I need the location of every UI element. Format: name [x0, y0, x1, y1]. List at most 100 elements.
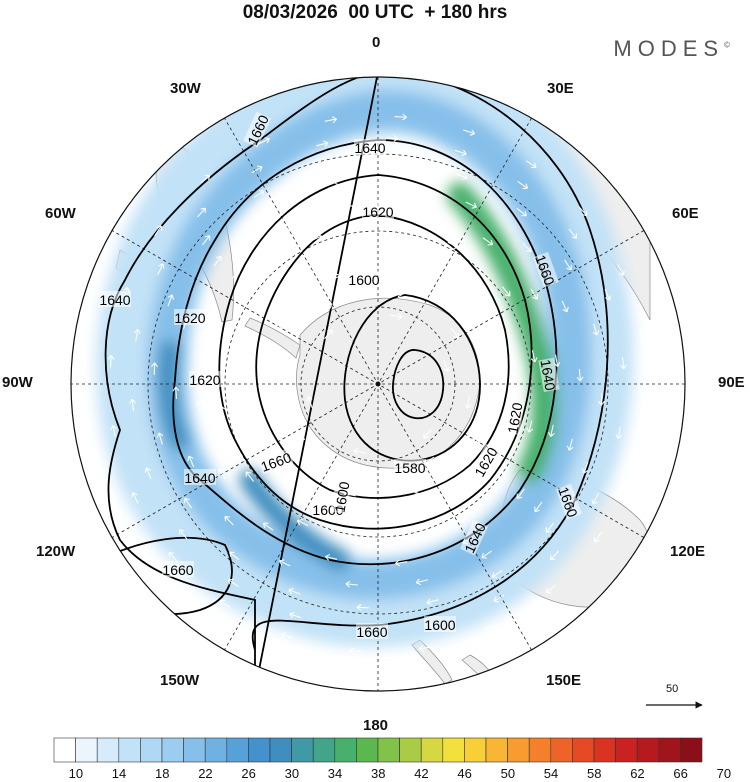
colorbar-label: 58: [587, 766, 602, 781]
wind-arrow: [387, 157, 400, 164]
colorbar-swatch: [636, 737, 660, 763]
wind-arrow: [419, 253, 432, 261]
wind-arrow: [566, 438, 574, 451]
contour-label: 1580: [394, 459, 426, 476]
map-title: 08/03/2026 00 UTC + 180 hrs: [242, 2, 508, 23]
wind-arrow: [598, 393, 605, 406]
pole-marker: [375, 381, 381, 387]
colorbar-label: 22: [198, 766, 213, 781]
wind-arrow: [349, 647, 362, 655]
wind-arrow: [592, 323, 600, 336]
wind-arrow: [394, 113, 407, 121]
contour-label: 1620: [503, 400, 526, 435]
wind-arrow: [526, 420, 534, 433]
wind-arrow: [568, 228, 578, 239]
colorbar-label: 46: [457, 766, 472, 781]
antarctic-peninsula-land: [244, 317, 301, 359]
wind-arrow: [321, 302, 333, 312]
colorbar-label: 26: [241, 766, 256, 781]
wind-arrow: [262, 522, 274, 531]
wind-arrow: [593, 531, 602, 543]
wind-arrow: [353, 470, 366, 478]
wind-arrow: [317, 162, 330, 170]
wind-arrow: [379, 222, 392, 230]
wind-arrow: [110, 425, 118, 438]
colorbar-label: 62: [630, 766, 645, 781]
wind-arrow: [478, 292, 488, 303]
wind-arrow: [324, 554, 338, 561]
contour-label: 1640: [354, 139, 386, 156]
wind-arrow: [217, 468, 226, 480]
wind-arrow: [482, 237, 494, 246]
wind-arrow: [481, 550, 493, 559]
wind-arrow: [144, 467, 152, 480]
wind-arrow: [414, 487, 426, 495]
wind-arrow: [447, 241, 460, 250]
colorbar-label: 50: [500, 766, 516, 781]
wind-arrow: [591, 493, 599, 505]
contour-label: 1640: [184, 469, 216, 486]
wind-arrow: [525, 160, 537, 169]
wind-arrow: [345, 580, 358, 588]
wind-arrow: [576, 368, 584, 382]
colorbar-swatch: [528, 737, 552, 763]
colorbar-label: 14: [111, 766, 127, 781]
wind-arrow: [561, 300, 569, 313]
contour-label: 1660: [356, 623, 388, 640]
wind-arrow: [385, 134, 399, 142]
colorbar-swatch: [507, 737, 530, 763]
contour-labels: 1660 1640 1620 1600 1660 1640 1620 1600 1640 1620…: [99, 111, 582, 640]
wind-arrow: [288, 587, 301, 595]
wind-arrow: [324, 329, 333, 340]
wind-arrow: [400, 270, 413, 278]
wind-arrow: [258, 137, 270, 145]
wind-arrow: [316, 140, 329, 148]
lon-label-30e: 30E: [547, 80, 574, 97]
wind-arrow: [156, 432, 164, 445]
wind-arrow: [443, 359, 450, 372]
contour-1620: [218, 174, 533, 530]
wind-arrow: [328, 182, 341, 190]
colorbar-swatch: [269, 737, 292, 763]
jet-band-core: [447, 182, 558, 483]
wind-arrow: [356, 604, 369, 611]
lon-label-60e: 60E: [672, 205, 699, 222]
wind-arrow: [516, 488, 525, 500]
wind-arrow: [131, 492, 139, 504]
wind-arrow: [280, 632, 293, 639]
contour-label: 1620: [362, 203, 394, 220]
wind-arrow: [419, 644, 432, 652]
colorbar-label: 66: [673, 766, 688, 781]
jet-band-mid: [147, 89, 592, 600]
contour-1600: [255, 214, 510, 499]
colorbar-swatch: [140, 737, 163, 763]
wind-arrow: [626, 469, 633, 482]
contour-label: 1620: [174, 309, 206, 326]
wind-arrow: [395, 559, 408, 567]
wind-arrow: [641, 400, 649, 413]
wind-arrow: [251, 165, 263, 174]
wind-arrow: [310, 234, 323, 242]
wind-arrow: [426, 598, 439, 606]
antarctica-land: [296, 297, 481, 469]
colorbar-label: 42: [414, 766, 429, 781]
colorbar-swatch: [680, 737, 703, 763]
svg-text:1660: 1660: [162, 562, 193, 578]
wind-arrow: [364, 538, 377, 546]
wind-arrow: [488, 370, 496, 384]
wind-arrow: [348, 201, 361, 209]
wind-arrow: [129, 398, 136, 412]
colorbar-swatch: [658, 737, 681, 763]
colorbar-label: 70: [716, 766, 732, 781]
svg-text:1640: 1640: [99, 292, 130, 308]
wind-arrow: [219, 599, 231, 608]
wind-arrow: [224, 515, 234, 526]
wind-arrow: [353, 448, 366, 455]
wind-arrow: [284, 359, 292, 372]
colorbar-swatch: [550, 737, 573, 763]
wind-arrow: [187, 455, 195, 468]
lon-label-30w: 30W: [170, 80, 201, 97]
wind-arrow: [615, 426, 623, 440]
svg-text:1640: 1640: [354, 140, 385, 156]
colorbar-swatch: [615, 737, 638, 763]
